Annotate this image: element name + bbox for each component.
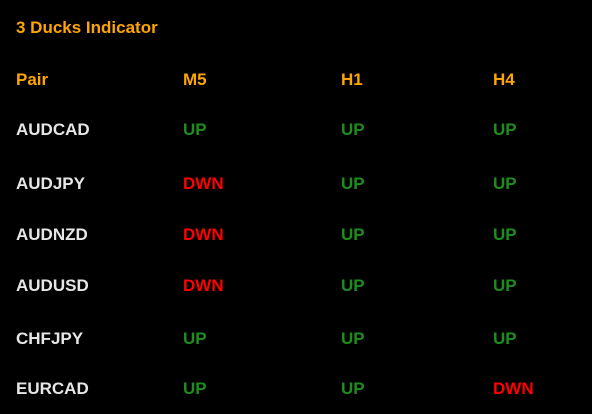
signal-h4: UP bbox=[493, 225, 517, 244]
signal-h1: UP bbox=[341, 276, 365, 295]
signal-h1: UP bbox=[341, 225, 365, 244]
signal-m5: DWN bbox=[183, 225, 224, 244]
pair-label: AUDCAD bbox=[16, 120, 90, 139]
signal-h1: UP bbox=[341, 379, 365, 398]
table-row: AUDNZD DWN UP UP bbox=[0, 223, 592, 247]
pair-label: AUDJPY bbox=[16, 174, 85, 193]
signal-h4: UP bbox=[493, 120, 517, 139]
signal-h4: UP bbox=[493, 329, 517, 348]
pair-label: EURCAD bbox=[16, 379, 89, 398]
signal-h1: UP bbox=[341, 174, 365, 193]
signal-m5: UP bbox=[183, 120, 207, 139]
signal-m5: DWN bbox=[183, 276, 224, 295]
signal-m5: UP bbox=[183, 379, 207, 398]
signal-h4: UP bbox=[493, 174, 517, 193]
column-header-h1: H1 bbox=[341, 70, 363, 89]
table-row: AUDCAD UP UP UP bbox=[0, 118, 592, 142]
signal-h4: DWN bbox=[493, 379, 534, 398]
pair-label: AUDUSD bbox=[16, 276, 89, 295]
signal-m5: UP bbox=[183, 329, 207, 348]
signal-h1: UP bbox=[341, 120, 365, 139]
table-row: AUDJPY DWN UP UP bbox=[0, 172, 592, 196]
signal-h4: UP bbox=[493, 276, 517, 295]
table-row: EURCAD UP UP DWN bbox=[0, 377, 592, 401]
pair-label: AUDNZD bbox=[16, 225, 88, 244]
table-row: AUDUSD DWN UP UP bbox=[0, 274, 592, 298]
column-header-pair: Pair bbox=[16, 70, 49, 89]
indicator-title: 3 Ducks Indicator bbox=[16, 18, 158, 37]
signal-h1: UP bbox=[341, 329, 365, 348]
table-row: CHFJPY UP UP UP bbox=[0, 327, 592, 351]
header-row: Pair M5 H1 H4 bbox=[0, 68, 592, 92]
column-header-h4: H4 bbox=[493, 70, 515, 89]
pair-label: CHFJPY bbox=[16, 329, 84, 348]
column-header-m5: M5 bbox=[183, 70, 207, 89]
signal-m5: DWN bbox=[183, 174, 224, 193]
